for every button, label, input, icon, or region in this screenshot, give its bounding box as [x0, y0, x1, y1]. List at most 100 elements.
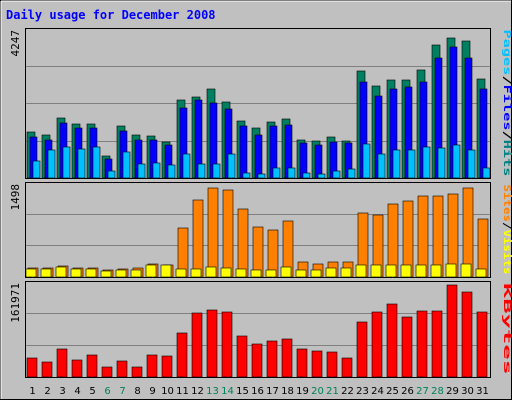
panel-visits-series-sites: [25, 263, 487, 278]
bar-hits-pages-19: [302, 172, 311, 179]
day-label-20: 20: [311, 386, 324, 397]
panel-hits-legend-part-2: Files: [501, 85, 512, 131]
bar-visits-sites-9: [145, 264, 157, 278]
bar-hits-files-31: [479, 88, 488, 179]
bar-hits-files-16: [254, 134, 263, 179]
bar-kbytes-kbytes-29: [446, 284, 458, 378]
bar-hits-pages-21: [332, 170, 341, 179]
bar-hits-pages-11: [182, 153, 191, 179]
day-label-26: 26: [401, 386, 414, 397]
bar-hits-pages-12: [197, 163, 206, 179]
bar-visits-sites-31: [475, 268, 487, 278]
bar-hits-pages-10: [167, 164, 176, 179]
day-label-29: 29: [446, 386, 459, 397]
bar-visits-sites-11: [175, 268, 187, 278]
bar-visits-sites-14: [220, 267, 232, 278]
bar-hits-pages-8: [137, 163, 146, 179]
bar-hits-pages-4: [77, 148, 86, 179]
bar-hits-pages-27: [422, 146, 431, 179]
panel-kbytes-series-kbytes: [26, 284, 488, 378]
day-label-17: 17: [266, 386, 279, 397]
day-label-12: 12: [191, 386, 204, 397]
day-labels: 1 2 3 4 5 6 7 8 9 10 11 12 13 14 15 16 17 18 19 20 21 22 23 24 2…: [29, 386, 489, 397]
bar-hits-pages-30: [467, 149, 476, 179]
bar-hits-pages-29: [452, 144, 461, 179]
panel-hits-legend-part-1: /: [501, 75, 512, 84]
bar-kbytes-kbytes-11: [176, 332, 188, 378]
bar-hits-pages-5: [92, 146, 101, 179]
bar-visits-visits-12: [192, 199, 204, 278]
bar-kbytes-kbytes-23: [356, 321, 368, 378]
bar-kbytes-kbytes-4: [71, 359, 83, 378]
day-label-27: 27: [416, 386, 429, 397]
bar-hits-pages-3: [62, 146, 71, 179]
panel-visits: 1498 Sites/Visits: [9, 182, 512, 278]
bar-kbytes-kbytes-20: [311, 350, 323, 378]
bar-visits-sites-23: [355, 264, 367, 278]
bar-kbytes-kbytes-2: [41, 361, 53, 378]
bar-visits-sites-25: [385, 264, 397, 278]
day-label-13: 13: [206, 386, 219, 397]
panel-visits-legend: Sites/Visits: [501, 185, 512, 275]
day-label-23: 23: [356, 386, 369, 397]
bar-visits-sites-18: [280, 266, 292, 278]
day-label-8: 8: [134, 386, 140, 397]
bar-hits-files-20: [314, 144, 323, 179]
panel-visits-legend-part-1: /: [501, 222, 512, 230]
panel-kbytes: 161971 KBytes: [9, 281, 512, 378]
bar-visits-sites-7: [115, 269, 127, 278]
bar-visits-sites-27: [415, 264, 427, 278]
bar-kbytes-kbytes-27: [416, 310, 428, 378]
bar-visits-sites-16: [250, 269, 262, 278]
day-label-22: 22: [341, 386, 354, 397]
panel-kbytes-legend-part-0: KBytes: [501, 283, 512, 375]
bar-kbytes-kbytes-14: [221, 311, 233, 378]
bar-kbytes-kbytes-3: [56, 348, 68, 378]
day-label-6: 6: [104, 386, 110, 397]
bar-visits-visits-14: [222, 189, 234, 278]
panel-hits-series-pages: [32, 143, 491, 179]
bar-kbytes-kbytes-15: [236, 335, 248, 378]
bar-visits-sites-28: [430, 264, 442, 278]
day-label-1: 1: [29, 386, 35, 397]
day-label-19: 19: [296, 386, 309, 397]
bar-visits-sites-26: [400, 264, 412, 278]
bar-kbytes-kbytes-24: [371, 311, 383, 378]
bar-kbytes-kbytes-31: [476, 311, 488, 378]
day-label-10: 10: [161, 386, 174, 397]
day-label-16: 16: [251, 386, 264, 397]
bar-hits-pages-16: [257, 173, 266, 179]
day-label-11: 11: [176, 386, 189, 397]
bar-hits-pages-28: [437, 147, 446, 179]
day-label-31: 31: [476, 386, 489, 397]
bar-visits-sites-21: [325, 267, 337, 278]
bar-kbytes-kbytes-21: [326, 351, 338, 378]
bar-hits-pages-18: [287, 167, 296, 179]
bar-kbytes-kbytes-22: [341, 357, 353, 378]
bar-visits-sites-5: [85, 268, 97, 278]
bar-visits-sites-8: [130, 269, 142, 278]
day-label-25: 25: [386, 386, 399, 397]
panel-kbytes-ymax-label: 161971: [9, 283, 22, 323]
bar-kbytes-kbytes-6: [101, 366, 113, 378]
bar-visits-sites-30: [460, 263, 472, 278]
bar-hits-pages-7: [122, 151, 131, 179]
panel-visits-legend-part-0: Sites: [501, 185, 512, 222]
bar-kbytes-kbytes-17: [266, 340, 278, 378]
bar-visits-sites-19: [295, 269, 307, 278]
bar-visits-sites-6: [100, 270, 112, 278]
bar-visits-sites-24: [370, 264, 382, 278]
bar-hits-pages-24: [377, 153, 386, 179]
bar-kbytes-kbytes-19: [296, 348, 308, 378]
bar-hits-pages-22: [347, 168, 356, 179]
bar-visits-sites-22: [340, 267, 352, 278]
bar-visits-visits-30: [462, 187, 474, 278]
panel-hits-legend-part-3: /: [501, 131, 512, 140]
bar-kbytes-kbytes-25: [386, 303, 398, 378]
panel-kbytes-legend: KBytes: [501, 283, 512, 375]
bar-visits-sites-20: [310, 269, 322, 278]
bar-hits-pages-25: [392, 149, 401, 179]
